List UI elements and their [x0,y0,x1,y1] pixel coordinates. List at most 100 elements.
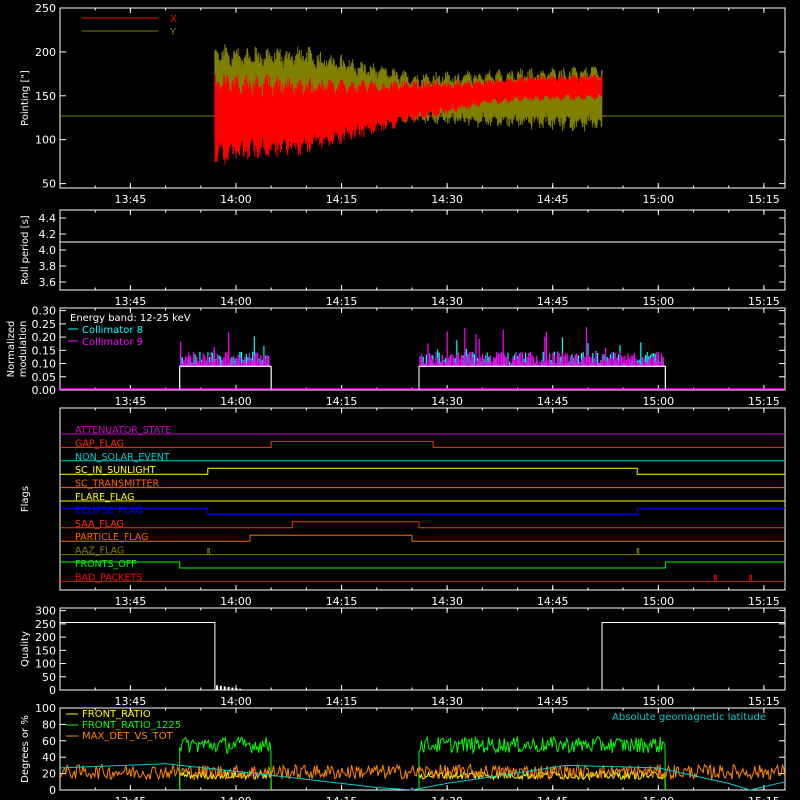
y-axis-label: Flags [20,486,31,512]
x-tick-label: 14:00 [220,695,252,708]
panel-frame [59,307,786,391]
series-front-ratio-1225-line [418,735,666,791]
flag-label: ATTENUATOR_STATE [75,425,171,436]
y-tick-label: 0 [49,684,56,697]
panel-frame [59,407,786,591]
x-tick-label: 14:30 [431,193,463,206]
flag-label: NON_SOLAR_EVENT [75,452,170,463]
y-tick-label: 20 [42,768,56,781]
x-tick-label: 14:00 [220,395,252,408]
flag-label: SC_IN_SUNLIGHT [75,465,156,476]
legend-label: Y [169,27,177,38]
geomagnetic-latitude-line [59,763,786,791]
series-x-line [214,74,603,165]
x-tick-label: 15:15 [748,695,780,708]
y-tick-label: 4.0 [39,244,57,257]
x-tick-label: 13:45 [115,295,147,308]
flag-label: ECLIPSE_FLAG [75,505,143,516]
panel-quality: 13:45 14:00 14:15 14:30 14:45 15:00 15:15 05010… [20,605,786,708]
flag-label: FRONTS_OFF [75,559,137,570]
x-tick-label: 14:45 [537,295,569,308]
x-tick-label: 14:15 [326,395,358,408]
flag-label: FLARE_FLAG [75,492,135,503]
y-tick-label: 0.25 [32,318,57,331]
y-axis-label: Quality [20,631,31,667]
x-tick-label: 15:00 [642,595,674,608]
x-tick-label: 14:15 [326,295,358,308]
y-tick-label: 300 [35,605,56,618]
y-tick-label: 50 [42,671,56,684]
x-tick-label: 13:45 [115,595,147,608]
flag-trace-eclipse-flag [60,507,785,515]
y-tick-label: 250 [35,618,56,631]
y-tick-label: 80 [42,718,56,731]
y-tick-label: 0.05 [32,371,57,384]
panel-flags: 13:45 14:00 14:15 14:30 14:45 15:00 15:15 Flags… [20,407,786,608]
x-tick-label: 13:45 [115,795,147,800]
x-tick-label: 15:00 [642,295,674,308]
flag-label: AAZ_FLAG [75,546,124,557]
x-tick-label: 14:45 [537,395,569,408]
series-collimator-9-bars [180,332,270,367]
x-tick-label: 15:15 [748,595,780,608]
x-tick-label: 14:15 [326,595,358,608]
x-tick-label: 14:30 [431,595,463,608]
flag-label: GAP_FLAG [75,438,124,449]
x-tick-label: 15:00 [642,193,674,206]
legend-label: MAX_DET_VS_TOT [82,731,174,742]
y-tick-label: 40 [42,751,56,764]
panel-frame [59,209,786,291]
series-collimator-9-bars [419,327,664,367]
y-axis-label: Pointing ["] [20,70,31,126]
y-tick-label: 150 [35,90,56,103]
legend-label: X [170,14,177,25]
y-tick-label: 100 [35,702,56,715]
y-tick-label: 4.2 [39,228,57,241]
x-tick-label: 15:15 [748,193,780,206]
panel-ratios: 13:45 14:00 14:15 14:30 14:45 15:00 15:15 0 20 40… [20,702,786,800]
x-tick-label: 14:45 [537,193,569,206]
y-tick-label: 0 [49,784,56,797]
y-tick-label: 200 [35,631,56,644]
x-tick-label: 15:00 [642,795,674,800]
y-tick-label: 100 [35,134,56,147]
flag-trace-gap-flag [60,440,785,448]
flag-trace-aaz-flag [60,548,785,556]
panel-frame [59,607,786,691]
y-tick-label: 50 [42,178,56,191]
series-front-ratio-1225-line [179,736,272,791]
x-tick-label: 14:45 [537,795,569,800]
y-tick-label: 60 [42,735,56,748]
y-tick-label: 0.20 [32,331,57,344]
flag-label: PARTICLE_FLAG [75,532,148,543]
panel-modulation: 13:45 14:00 14:15 14:30 14:45 15:00 15:150.000… [6,305,786,408]
legend-label: FRONT_RATIO_1225 [82,720,181,731]
y-tick-label: 3.6 [39,276,57,289]
panel-frame [59,7,786,189]
x-tick-label: 14:00 [220,595,252,608]
y-axis-label: Normalized [6,321,17,378]
flag-label: SC_TRANSMITTER [75,479,160,490]
series-front-ratio-line [179,769,272,791]
panel-roll: 13:45 14:00 14:15 14:30 14:45 15:00 15:15 3.6 3.… [20,209,786,308]
y-axis-label: Degrees or % [20,715,31,783]
x-tick-label: 14:00 [220,295,252,308]
legend-label: Collimator 8 [82,325,143,336]
legend-label: Collimator 9 [82,337,143,348]
flag-trace-particle-flag [60,534,785,542]
flag-trace-fronts-off [60,561,785,569]
x-tick-label: 14:00 [220,193,252,206]
x-tick-label: 14:15 [326,795,358,800]
x-tick-label: 15:15 [748,395,780,408]
y-tick-label: 0.10 [32,358,57,371]
geomagnetic-latitude-label: Absolute geomagnetic latitude [612,712,766,723]
legend-label: FRONT_RATIO [82,709,151,720]
x-tick-label: 13:45 [115,193,147,206]
x-tick-label: 14:30 [431,695,463,708]
y-tick-label: 0.00 [32,384,57,397]
flag-trace-sc-in-sunlight [60,467,785,475]
y-axis-label: modulation [18,321,29,378]
x-tick-label: 14:30 [431,395,463,408]
y-tick-label: 100 [35,658,56,671]
